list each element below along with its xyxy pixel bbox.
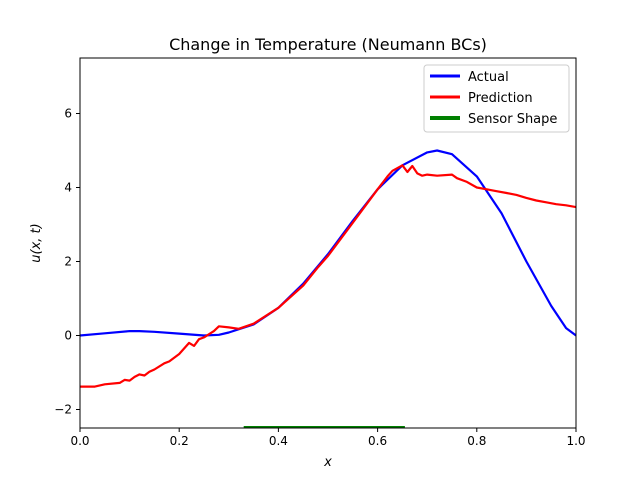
- x-axis-label: x: [323, 455, 332, 470]
- legend-label-actual: Actual: [468, 70, 509, 85]
- y-tick-label: 0: [64, 329, 72, 343]
- legend: Actual Prediction Sensor Shape: [423, 64, 570, 133]
- y-axis-ticks: −2 0 2 4 6: [54, 107, 80, 417]
- y-axis-label: u(x, t): [29, 223, 44, 262]
- series-layer: [80, 149, 576, 428]
- plot-area: [79, 57, 577, 429]
- legend-label-prediction: Prediction: [468, 91, 533, 106]
- legend-label-sensor-shape: Sensor Shape: [468, 112, 557, 127]
- x-tick-label: 1.0: [566, 434, 585, 448]
- x-tick-label: 0.0: [70, 434, 89, 448]
- x-tick-label: 0.8: [467, 434, 486, 448]
- x-axis-ticks: 0.0 0.2 0.4 0.6 0.8 1.0: [70, 428, 586, 448]
- y-tick-label: 2: [64, 255, 72, 269]
- x-tick-label: 0.4: [269, 434, 288, 448]
- axes-frame: [79, 57, 577, 429]
- y-tick-label: 6: [64, 107, 72, 121]
- y-tick-label: 4: [64, 181, 72, 195]
- y-tick-label: −2: [54, 403, 72, 417]
- series-line-prediction: [80, 164, 576, 388]
- legend-frame: [423, 64, 570, 133]
- x-tick-label: 0.2: [170, 434, 189, 448]
- chart-title: Change in Temperature (Neumann BCs): [169, 35, 487, 54]
- x-tick-label: 0.6: [368, 434, 387, 448]
